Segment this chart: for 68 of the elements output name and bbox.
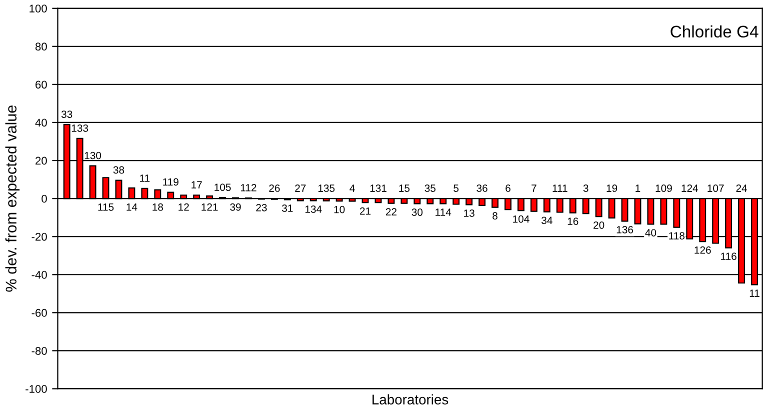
- y-tick-label: 20: [36, 156, 47, 165]
- x-tick-label: 4: [350, 184, 355, 192]
- x-tick-label: 5: [454, 184, 459, 192]
- x-tick-label: 104: [513, 215, 530, 223]
- y-tick-label: 0: [42, 194, 47, 203]
- x-tick-label: 14: [126, 203, 138, 211]
- y-tick-label: -60: [32, 308, 47, 317]
- x-tick-label: 17: [192, 181, 202, 188]
- x-tick-label: 126: [694, 246, 711, 254]
- y-tick-label: 60: [36, 80, 47, 89]
- x-tick-label: 23: [256, 204, 267, 212]
- x-tick-label: 131: [370, 184, 386, 192]
- x-tick-label: 26: [269, 184, 280, 192]
- x-tick-label: 21: [360, 207, 371, 215]
- x-tick-label: 20: [594, 221, 604, 229]
- x-tick-label: 34: [542, 216, 552, 224]
- y-tick-label: 80: [35, 42, 47, 51]
- x-tick-label: 10: [334, 206, 345, 214]
- x-tick-label: 27: [295, 184, 306, 192]
- x-tick-label: 114: [436, 208, 452, 216]
- x-tick-label: 105: [214, 184, 231, 191]
- x-tick-label: 116: [721, 252, 736, 260]
- x-tick-label: 19: [606, 184, 618, 192]
- x-tick-label: 136: [616, 226, 633, 234]
- x-tick-label: 109: [656, 184, 672, 192]
- x-axis-title: Laboratories: [372, 394, 448, 404]
- x-tick-label: 107: [708, 184, 724, 192]
- x-tick-label: 11: [140, 174, 150, 182]
- x-tick-label: 33: [61, 110, 72, 118]
- x-tick-label: 112: [240, 184, 256, 192]
- x-tick-label: 38: [113, 166, 124, 174]
- text: Chloride G4: [670, 25, 758, 38]
- x-tick-label: 31: [282, 204, 293, 212]
- x-tick-label: 133: [72, 124, 88, 132]
- x-tick-label: 135: [318, 184, 335, 192]
- x-tick-label: 39: [230, 203, 241, 211]
- x-tick-label: 6: [506, 184, 510, 192]
- x-tick-label: 130: [84, 152, 102, 160]
- x-tick-label: 118: [669, 232, 685, 240]
- x-tick-label: 24: [736, 184, 748, 192]
- y-tick-label: -40: [32, 270, 47, 279]
- x-tick-label: 124: [682, 184, 698, 192]
- x-tick-label: 115: [98, 203, 114, 211]
- x-tick-label: 119: [163, 178, 178, 186]
- x-tick-label: 22: [386, 208, 396, 216]
- x-tick-label: 3: [583, 184, 588, 192]
- x-tick-label: 35: [424, 184, 436, 192]
- x-tick-label: 11: [750, 290, 760, 297]
- x-tick-label: 16: [568, 218, 578, 226]
- x-tick-label: 7: [532, 184, 536, 192]
- y-tick-label: 40: [35, 118, 47, 127]
- x-tick-label: 134: [305, 205, 322, 213]
- x-tick-label: 36: [476, 184, 488, 192]
- x-tick-label: 40: [645, 229, 656, 236]
- y-tick-label: -100: [26, 385, 47, 393]
- x-tick-label: 18: [152, 203, 163, 211]
- x-tick-label: 111: [552, 184, 568, 192]
- x-tick-label: 8: [492, 212, 498, 220]
- x-tick-label: 12: [178, 203, 189, 211]
- y-tick-label: -20: [32, 232, 47, 241]
- x-tick-label: 121: [202, 203, 218, 211]
- x-tick-label: 13: [464, 209, 474, 217]
- x-tick-label: 1: [636, 184, 640, 192]
- x-tick-label: 30: [412, 208, 423, 216]
- x-tick-label: 15: [399, 184, 410, 192]
- y-tick-label: -80: [32, 346, 47, 355]
- y-tick-label: 100: [30, 4, 47, 12]
- y-axis-title: % dev. from expected value: [5, 106, 20, 292]
